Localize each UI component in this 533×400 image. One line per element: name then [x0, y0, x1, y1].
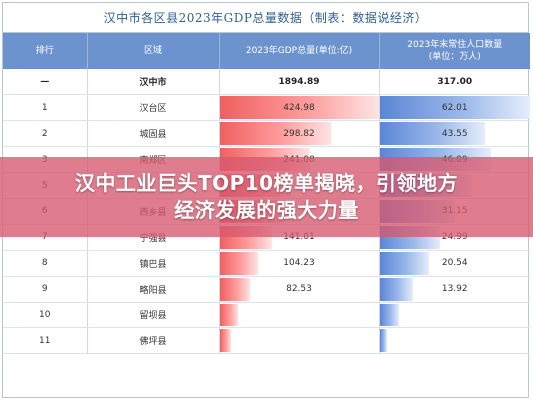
headline-line-2: 经济发展的强大力量: [174, 198, 359, 222]
population-value: 43.55: [441, 128, 468, 139]
headline-banner: 汉中工业巨头TOP10榜单揭晓，引领地方 经济发展的强大力量: [0, 157, 533, 237]
gdp-cell: 298.82: [219, 120, 380, 148]
gdp-bar: [219, 303, 239, 327]
header-population-line1: 2023年末常住人口数量: [407, 39, 503, 50]
table-row: 1 汉台区 424.98 62.01: [3, 94, 530, 122]
population-cell: 43.55: [379, 120, 530, 148]
header-population: 2023年末常住人口数量 (单位：万人): [379, 33, 530, 69]
population-value: 62.01: [441, 102, 468, 113]
rank-cell: 11: [3, 327, 88, 355]
header-rank: 排行: [3, 33, 88, 69]
rank-cell: 2: [3, 120, 88, 148]
region-cell: 汉中市: [87, 69, 220, 96]
population-bar: [379, 122, 486, 146]
header-population-line2: (单位：万人): [428, 52, 481, 62]
table-row: 10 留坝县: [3, 302, 530, 329]
population-cell: 62.01: [379, 94, 530, 122]
gdp-cell: 82.53: [219, 276, 380, 303]
table-row: 2 城固县 298.82 43.55: [3, 120, 530, 148]
gdp-value: 141.01: [283, 232, 315, 243]
population-cell: [379, 302, 530, 329]
gdp-bar: [219, 96, 378, 120]
population-value: 24.99: [441, 232, 468, 243]
population-cell: 20.54: [379, 250, 530, 277]
gdp-bar: [219, 251, 259, 275]
gdp-bar: [219, 277, 251, 301]
region-cell: 镇巴县: [87, 250, 220, 277]
total-row: — 汉中市 1894.89 317.00: [3, 69, 530, 96]
population-bar: [379, 329, 387, 353]
table-title: 汉中市各区县2023年GDP总量数据（制表：数据说经济）: [3, 3, 528, 33]
rank-cell: 8: [3, 250, 88, 277]
region-cell: 城固县: [87, 120, 220, 148]
headline-line-1: 汉中工业巨头TOP10榜单揭晓，引领地方: [74, 171, 459, 195]
region-cell: 留坝县: [87, 302, 220, 329]
gdp-bar: [219, 329, 231, 353]
region-cell: 汉台区: [87, 94, 220, 122]
rank-cell: 10: [3, 302, 88, 329]
population-bar: [379, 251, 430, 275]
population-cell: 317.00: [379, 69, 530, 96]
population-cell: 13.92: [379, 276, 530, 303]
table-row: 8 镇巴县 104.23 20.54: [3, 250, 530, 277]
rank-cell: —: [3, 69, 88, 96]
population-bar: [379, 277, 414, 301]
population-value: 13.92: [441, 284, 468, 295]
region-cell: 佛坪县: [87, 327, 220, 355]
gdp-cell: [219, 302, 380, 329]
population-value: 20.54: [441, 258, 468, 269]
population-cell: [379, 327, 530, 355]
rank-cell: 9: [3, 276, 88, 303]
rank-cell: 1: [3, 94, 88, 122]
population-bar: [379, 96, 530, 120]
population-bar: [379, 303, 399, 327]
population-value: 317.00: [437, 76, 473, 87]
gdp-cell: 424.98: [219, 94, 380, 122]
gdp-cell: 1894.89: [219, 69, 380, 96]
header-region: 区域: [87, 33, 220, 69]
gdp-value: 298.82: [283, 128, 315, 139]
gdp-cell: 104.23: [219, 250, 380, 277]
table-row: 11 佛坪县: [3, 327, 530, 355]
gdp-cell: [219, 327, 380, 355]
header-row: 排行 区域 2023年GDP总量(单位:亿) 2023年末常住人口数量 (单位：…: [3, 33, 530, 69]
header-gdp: 2023年GDP总量(单位:亿): [219, 33, 380, 69]
gdp-value: 104.23: [283, 258, 315, 269]
gdp-bar: [219, 122, 332, 146]
gdp-value: 82.53: [286, 284, 312, 295]
region-cell: 略阳县: [87, 276, 220, 303]
gdp-value: 1894.89: [278, 76, 320, 87]
gdp-value: 424.98: [283, 102, 315, 113]
table-row: 9 略阳县 82.53 13.92: [3, 276, 530, 303]
